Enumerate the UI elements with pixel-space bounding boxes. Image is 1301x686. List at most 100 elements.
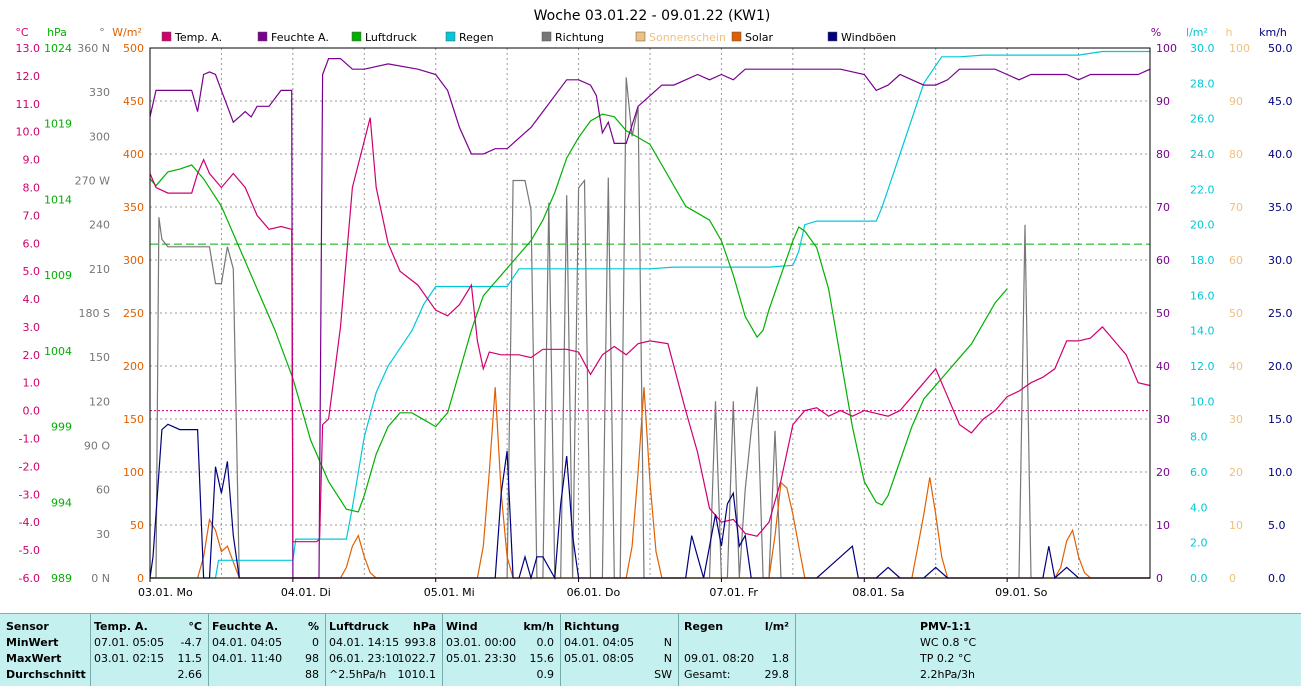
row-label-min: MinWert: [6, 636, 59, 649]
legend-label: Feuchte A.: [271, 31, 329, 44]
gust-tick-label: 45.0: [1268, 95, 1293, 108]
rain-tick-label: 16.0: [1190, 289, 1215, 302]
statistics-table: Sensor MinWert MaxWert Durchschnitt Temp…: [0, 613, 1301, 686]
solar-tick-label: 100: [123, 466, 144, 479]
legend-swatch: [827, 31, 838, 42]
stats-col-pressure: Luftdruck hPa 04.01. 14:15 993.8 06.01. …: [325, 614, 443, 686]
gust-tick-label: 10.0: [1268, 466, 1293, 479]
wind-min-time: 03.01. 00:00: [446, 636, 517, 649]
solar-axis-header: W/m²: [112, 26, 142, 39]
rain-tick-label: 12.0: [1190, 360, 1215, 373]
sunshine-tick-label: 60: [1229, 254, 1243, 267]
temp-tick-label: 5.0: [23, 265, 41, 278]
humidity-tick-label: 20: [1156, 466, 1170, 479]
x-day-label: 04.01. Di: [281, 586, 331, 599]
weekly-weather-chart: Woche 03.01.22 - 09.01.22 (KW1) °C hPa °…: [15, 8, 1293, 599]
sunshine-tick-label: 80: [1229, 148, 1243, 161]
solar-tick-label: 400: [123, 148, 144, 161]
gust-tick-label: 40.0: [1268, 148, 1293, 161]
pressure-tick-label: 1019: [44, 118, 72, 131]
rain-tick-label: 20.0: [1190, 219, 1215, 232]
humidity-max-time: 04.01. 11:40: [212, 652, 283, 665]
direction-tick-label: 360 N: [77, 42, 110, 55]
humidity-axis-header: %: [1151, 26, 1161, 39]
rain-tick-label: 0.0: [1190, 572, 1208, 585]
humidity-tick-label: 100: [1156, 42, 1177, 55]
humidity-unit: %: [307, 620, 319, 633]
temp-tick-label: 7.0: [23, 209, 41, 222]
wind-header: Wind: [446, 620, 478, 633]
sunshine-tick-label: 20: [1229, 466, 1243, 479]
rain-header: Regen: [684, 620, 724, 633]
chart-title: Woche 03.01.22 - 09.01.22 (KW1): [534, 8, 771, 24]
pressure-tick-label: 1014: [44, 193, 72, 206]
reference-lines: [150, 243, 1150, 412]
sunshine-tick-label: 30: [1229, 413, 1243, 426]
direction-min-value: N: [663, 636, 672, 649]
wind-avg-value: 0.9: [536, 668, 555, 681]
temp-tick-label: -2.0: [19, 460, 40, 473]
temp-tick-label: 1.0: [23, 377, 41, 390]
pressure-tick-label: 1024: [44, 42, 72, 55]
stats-col-pmv: PMV-1:1 WC 0.8 °C TP 0.2 °C 2.2hPa/3h: [795, 614, 1300, 686]
legend-label: Regen: [459, 31, 494, 44]
humidity-tick-label: 50: [1156, 307, 1170, 320]
grid: [150, 48, 1150, 578]
solar-tick-label: 200: [123, 360, 144, 373]
direction-max-value: N: [663, 652, 672, 665]
stats-col-humidity: Feuchte A. % 04.01. 04:05 0 04.01. 11:40…: [208, 614, 326, 686]
solar-tick-label: 150: [123, 413, 144, 426]
pmv-wc: WC 0.8 °C: [920, 636, 977, 649]
sunshine-tick-label: 50: [1229, 307, 1243, 320]
direction-tick-label: 210: [89, 263, 110, 276]
legend-swatch: [541, 31, 552, 42]
solar-tick-label: 300: [123, 254, 144, 267]
temp-tick-label: 11.0: [16, 98, 41, 111]
gust-axis-header: km/h: [1259, 26, 1287, 39]
wind-min-value: 0.0: [536, 636, 555, 649]
pressure-avg-value: 1010.1: [397, 668, 437, 681]
series-line-luftdruck: [149, 113, 1008, 513]
temp-tick-label: 2.0: [23, 349, 41, 362]
rain-tick-label: 10.0: [1190, 395, 1215, 408]
solar-tick-label: 50: [130, 519, 144, 532]
gust-tick-label: 15.0: [1268, 413, 1293, 426]
rain-max-value: 1.8: [771, 652, 790, 665]
temp-tick-label: -4.0: [19, 516, 40, 529]
temp-tick-label: 6.0: [23, 237, 41, 250]
legend-label: Richtung: [555, 31, 604, 44]
humidity-tick-label: 0: [1156, 572, 1163, 585]
legend-swatch: [445, 31, 456, 42]
legend-swatch: [351, 31, 362, 42]
temp-max-value: 11.5: [177, 652, 203, 665]
temp-tick-label: 10.0: [16, 126, 41, 139]
humidity-tick-label: 80: [1156, 148, 1170, 161]
temp-tick-label: 0.0: [23, 405, 41, 418]
rain-total-label: Gesamt:: [684, 668, 731, 681]
temp-tick-label: 3.0: [23, 321, 41, 334]
pressure-unit: hPa: [412, 620, 436, 633]
legend-label: Luftdruck: [365, 31, 417, 44]
pressure-max-value: 1022.7: [397, 652, 437, 665]
pressure-tick-label: 999: [51, 421, 72, 434]
direction-tick-label: 150: [89, 351, 110, 364]
direction-axis-header: °: [99, 26, 105, 39]
pressure-header: Luftdruck: [329, 620, 389, 633]
direction-tick-label: 30: [96, 528, 110, 541]
temp-tick-label: 8.0: [23, 181, 41, 194]
temp-avg-value: 2.66: [177, 668, 203, 681]
pressure-tick-label: 989: [51, 572, 72, 585]
rain-tick-label: 8.0: [1190, 431, 1208, 444]
pmv-tp: TP 0.2 °C: [920, 652, 972, 665]
rain-max-time: 09.01. 08:20: [684, 652, 755, 665]
sunshine-tick-label: 100: [1229, 42, 1250, 55]
humidity-min-value: 0: [312, 636, 319, 649]
legend-label: Temp. A.: [174, 31, 222, 44]
temp-tick-label: -1.0: [19, 433, 40, 446]
rain-tick-label: 26.0: [1190, 113, 1215, 126]
legend-swatch: [257, 31, 268, 42]
solar-tick-label: 450: [123, 95, 144, 108]
temp-tick-label: 9.0: [23, 154, 41, 167]
rain-tick-label: 18.0: [1190, 254, 1215, 267]
axis-headers: °C hPa ° W/m² % l/m² h km/h: [15, 26, 1287, 39]
